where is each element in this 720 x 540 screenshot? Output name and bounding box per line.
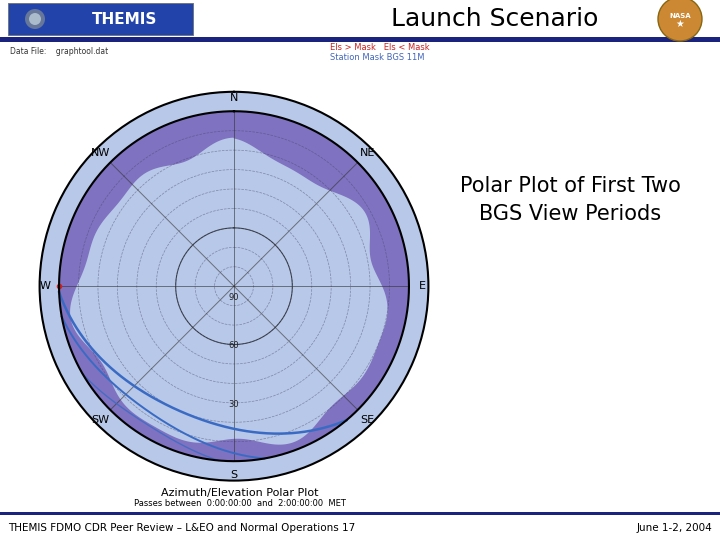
Bar <box>0 0 720 35</box>
Text: Data File:    graphtool.dat: Data File: graphtool.dat <box>10 48 108 57</box>
Text: 60: 60 <box>229 341 239 350</box>
Bar <box>0 512 720 515</box>
Polygon shape <box>59 111 409 461</box>
Text: Polar Plot of First Two
BGS View Periods: Polar Plot of First Two BGS View Periods <box>459 176 680 224</box>
Text: Azimuth/Elevation Polar Plot: Azimuth/Elevation Polar Plot <box>161 488 319 498</box>
Text: THEMIS FDMO CDR Peer Review – L&EO and Normal Operations 17: THEMIS FDMO CDR Peer Review – L&EO and N… <box>8 523 355 533</box>
Text: NE: NE <box>360 148 375 158</box>
Polygon shape <box>59 111 409 461</box>
Bar <box>8 3 193 35</box>
Text: 90: 90 <box>229 293 239 302</box>
Text: NW: NW <box>91 148 110 158</box>
Text: June 1-2, 2004: June 1-2, 2004 <box>636 523 712 533</box>
Text: W: W <box>40 281 51 291</box>
Text: Station Mask BGS 11M: Station Mask BGS 11M <box>330 53 425 63</box>
Text: Passes between  0:00:00:00  and  2:00:00:00  MET: Passes between 0:00:00:00 and 2:00:00:00… <box>134 500 346 509</box>
Text: NASA: NASA <box>669 13 690 19</box>
Circle shape <box>658 0 702 41</box>
Text: SW: SW <box>91 415 109 424</box>
Text: N: N <box>230 93 238 103</box>
Circle shape <box>25 9 45 29</box>
Bar <box>0 37 720 42</box>
Text: E: E <box>419 281 426 291</box>
Bar <box>0 514 720 540</box>
Text: Launch Scenario: Launch Scenario <box>391 7 599 31</box>
Text: Els > Mask   Els < Mask: Els > Mask Els < Mask <box>330 44 430 52</box>
Bar <box>8 3 193 35</box>
Text: THEMIS: THEMIS <box>92 11 158 26</box>
Text: S: S <box>230 470 238 480</box>
Text: ★: ★ <box>675 19 685 29</box>
Text: SE: SE <box>360 415 374 424</box>
Text: 30: 30 <box>229 400 239 409</box>
Circle shape <box>29 13 41 25</box>
